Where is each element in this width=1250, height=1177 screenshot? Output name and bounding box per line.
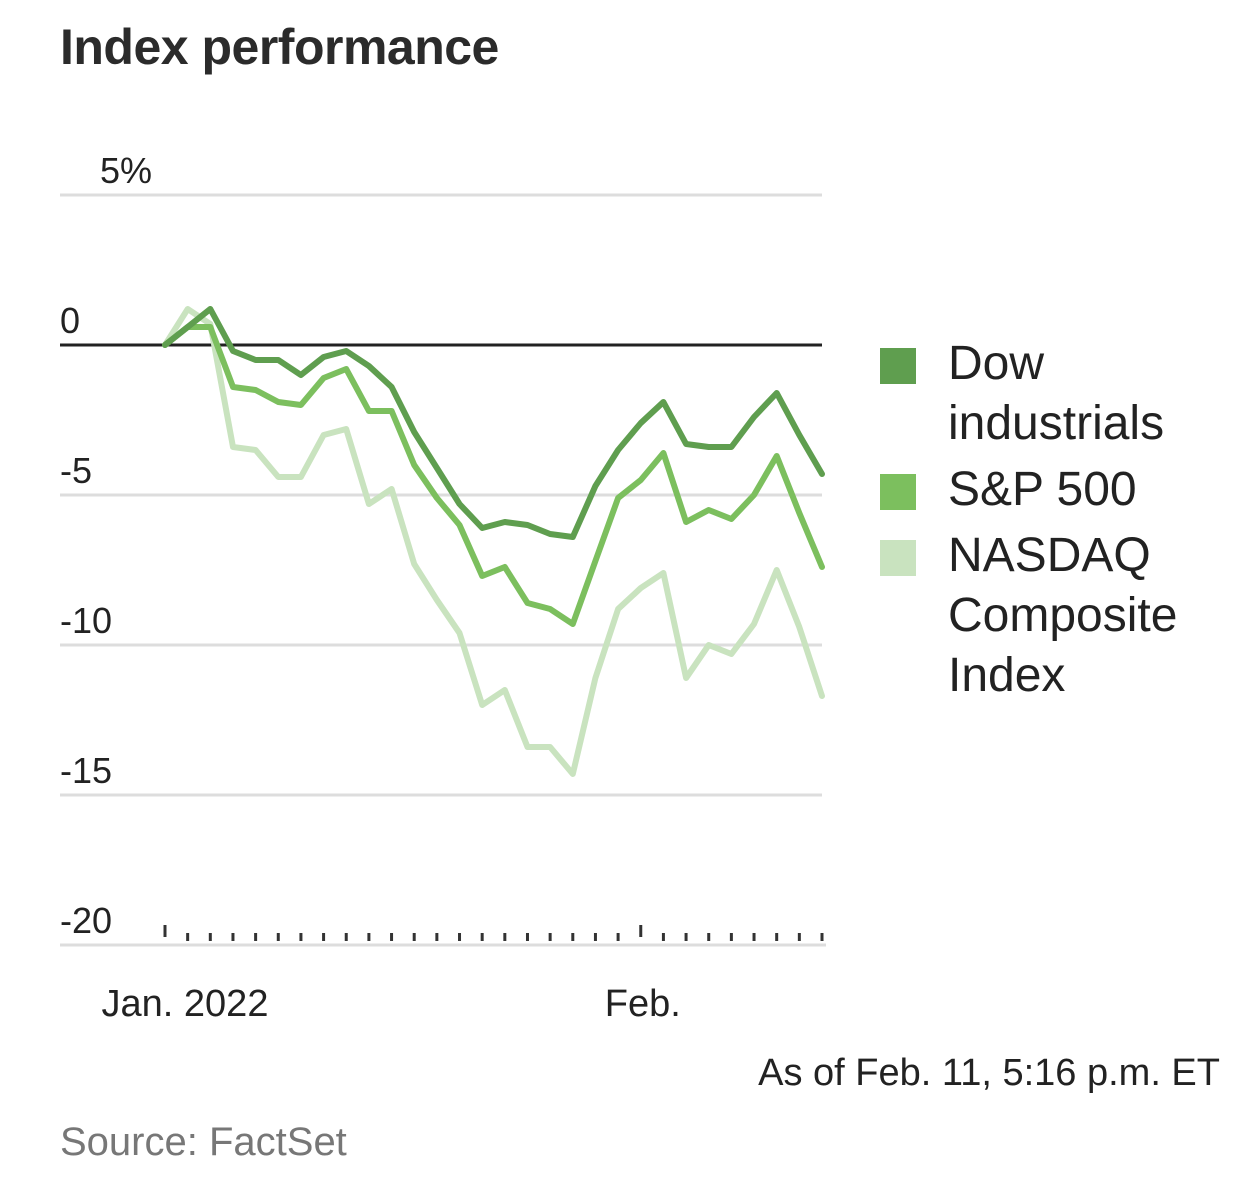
source-credit: Source: FactSet xyxy=(60,1120,347,1164)
x-axis-tick-labels: Jan. 2022 Feb. xyxy=(102,983,681,1025)
y-tick-label: -10 xyxy=(60,600,112,641)
legend-label-nasdaq: NASDAQ Composite Index xyxy=(948,529,1178,702)
legend-item-dow: Dow industrials xyxy=(880,334,1240,454)
legend-swatch-dow xyxy=(880,348,916,384)
series-lines xyxy=(162,306,825,777)
x-tick-label: Feb. xyxy=(605,983,681,1025)
legend-swatch-nasdaq xyxy=(880,540,916,576)
y-tick-label: -20 xyxy=(60,900,112,941)
legend-label-sp500: S&P 500 xyxy=(948,463,1137,516)
y-tick-label: -15 xyxy=(60,750,112,791)
legend: Dow industrials S&P 500 NASDAQ Composite… xyxy=(880,334,1240,712)
legend-item-nasdaq: NASDAQ Composite Index xyxy=(880,526,1240,706)
as-of-note: As of Feb. 11, 5:16 p.m. ET xyxy=(758,1052,1220,1094)
x-axis xyxy=(60,925,826,947)
y-axis-tick-labels: 5% 0 -5 -10 -15 -20 xyxy=(60,150,152,941)
y-tick-label: 5% xyxy=(100,150,152,191)
legend-swatch-sp500 xyxy=(880,474,916,510)
series-line-nasdaq-composite-index xyxy=(162,306,825,777)
y-tick-label: 0 xyxy=(60,300,80,341)
series-line-s-p-500 xyxy=(162,324,825,627)
gridlines xyxy=(60,193,822,797)
legend-item-sp500: S&P 500 xyxy=(880,460,1240,520)
x-tick-label: Jan. 2022 xyxy=(102,983,269,1025)
y-tick-label: -5 xyxy=(60,450,92,491)
series-line-dow-industrials xyxy=(162,306,825,540)
legend-label-dow: Dow industrials xyxy=(948,337,1165,450)
chart-title: Index performance xyxy=(60,19,499,75)
